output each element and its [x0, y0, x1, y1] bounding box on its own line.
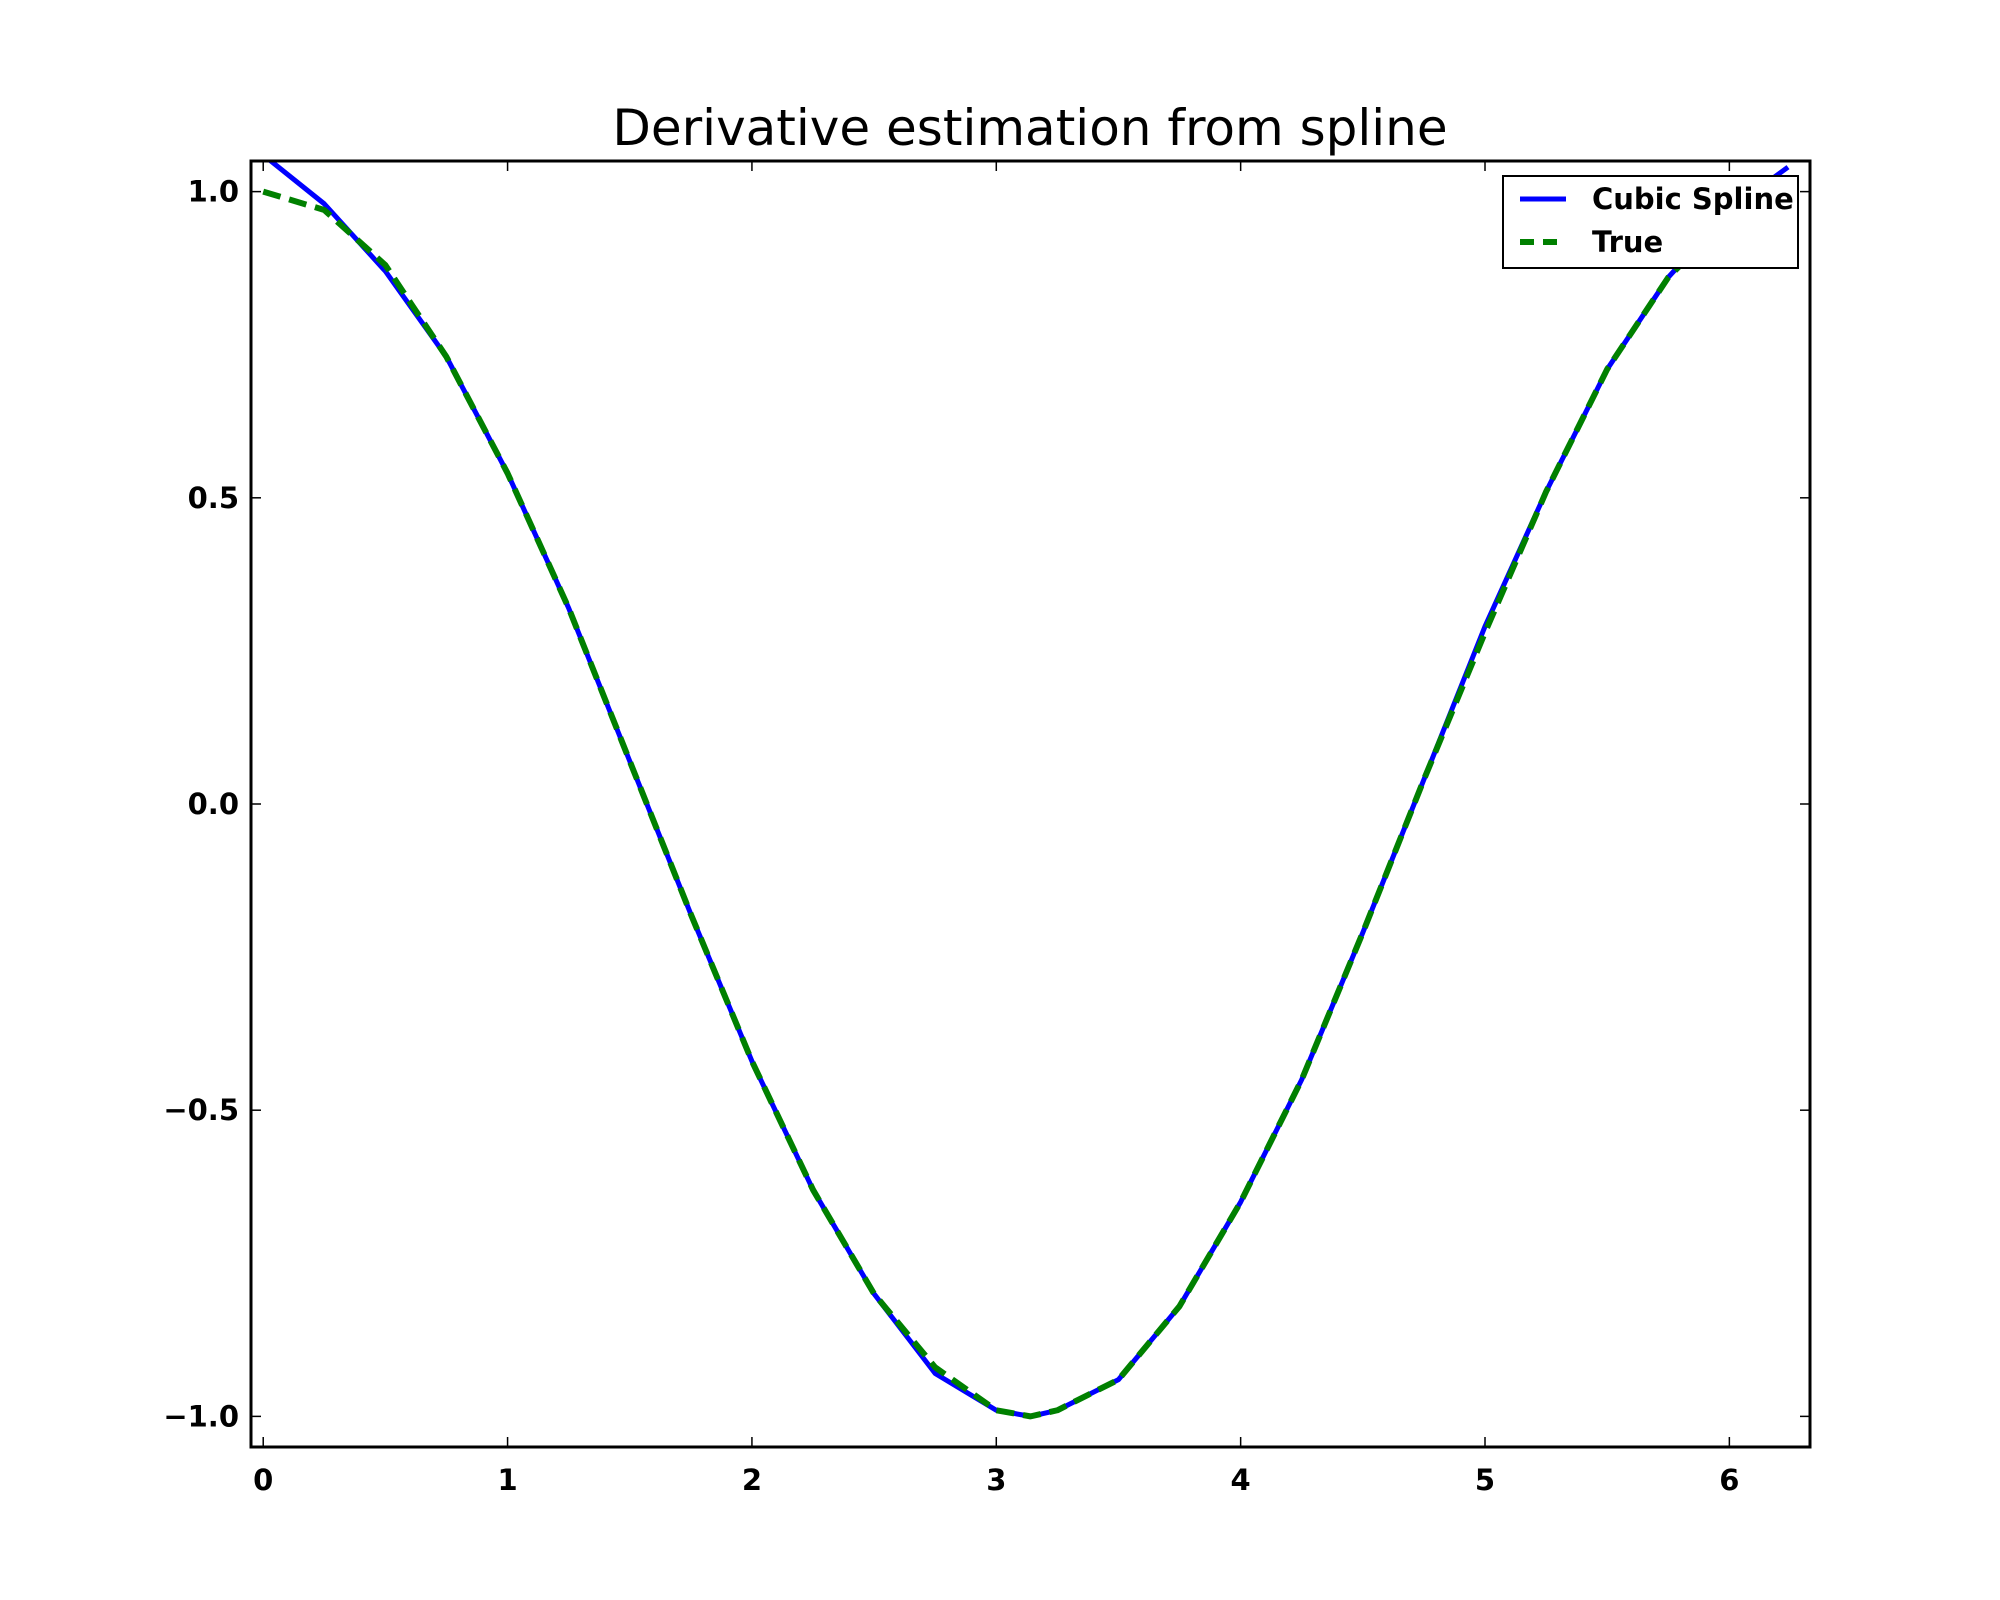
x-tick-label: 5 — [1475, 1463, 1495, 1497]
x-tick-label: 0 — [253, 1463, 273, 1497]
x-tick-label: 2 — [742, 1463, 762, 1497]
series-line-1 — [262, 188, 1790, 1420]
y-tick-label: −1.0 — [163, 1399, 239, 1433]
chart-title: Derivative estimation from spline — [612, 99, 1447, 157]
x-tick-label: 6 — [1719, 1463, 1739, 1497]
x-tick-label: 3 — [986, 1463, 1006, 1497]
x-tick-label: 4 — [1231, 1463, 1251, 1497]
plot-area: 0 1 2 3 4 5 6 1.0 0.5 0.0 −0.5 −1.0 Cubic Spline True — [163, 159, 1812, 1497]
legend-label-1: True — [1592, 225, 1663, 259]
y-tick-label: 0.0 — [188, 787, 239, 821]
legend-box — [1502, 175, 1799, 269]
y-tick-label: −0.5 — [163, 1093, 239, 1127]
y-tick-label: 1.0 — [188, 175, 239, 209]
x-tick-label: 1 — [497, 1463, 517, 1497]
y-tick-label: 0.5 — [188, 481, 239, 515]
legend-label-0: Cubic Spline — [1592, 182, 1794, 216]
